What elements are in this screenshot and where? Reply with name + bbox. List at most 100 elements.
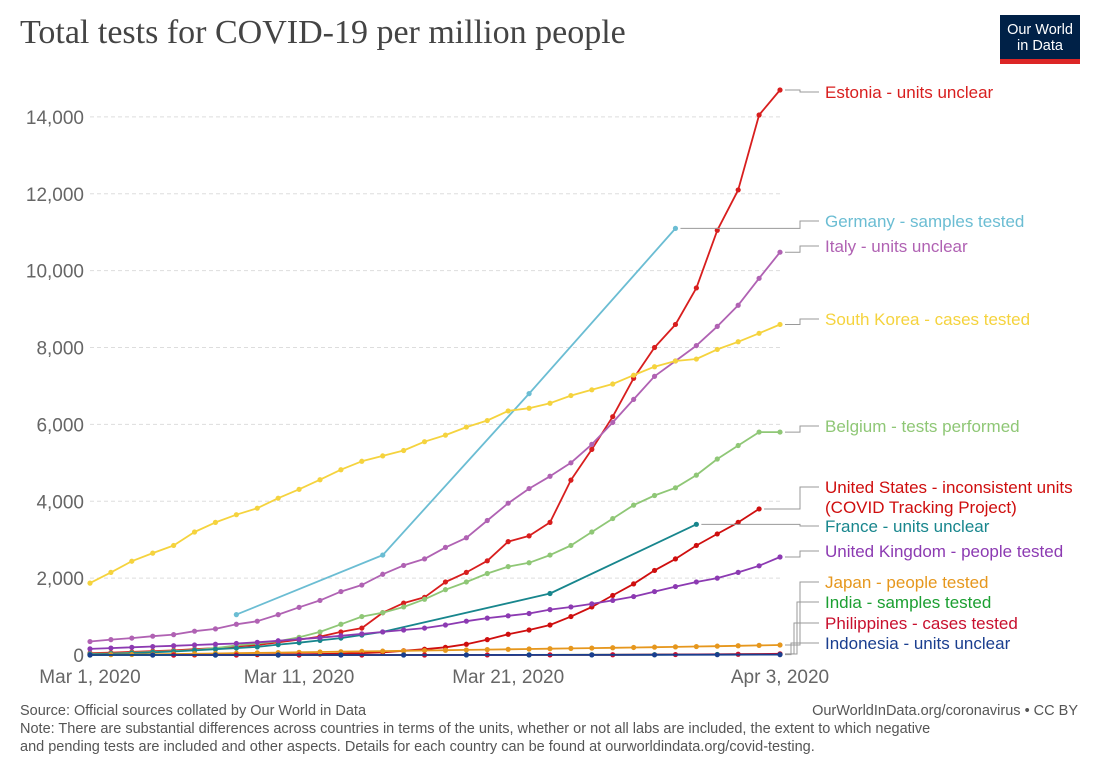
data-point xyxy=(589,652,595,658)
data-point xyxy=(505,646,511,652)
series-end-label: Japan - people tested xyxy=(825,573,989,592)
data-point xyxy=(610,381,616,387)
data-point xyxy=(401,604,407,610)
data-point xyxy=(484,615,490,621)
series-end-label: Italy - units unclear xyxy=(825,237,968,256)
data-point xyxy=(651,652,658,658)
data-point xyxy=(359,648,365,654)
data-point xyxy=(150,643,156,650)
data-point xyxy=(191,628,198,634)
data-point xyxy=(463,652,469,658)
y-tick-label: 8,000 xyxy=(36,339,84,360)
data-point xyxy=(359,631,365,637)
data-point xyxy=(777,554,783,560)
data-point xyxy=(631,581,637,587)
data-point xyxy=(756,642,762,648)
y-tick-label: 2,000 xyxy=(36,569,84,590)
chart-title: Total tests for COVID-19 per million peo… xyxy=(20,14,626,51)
data-point xyxy=(421,596,428,602)
data-point xyxy=(108,637,114,643)
data-point xyxy=(693,643,699,650)
data-point xyxy=(421,625,428,631)
series-line xyxy=(89,323,781,584)
data-point xyxy=(87,652,93,658)
data-point xyxy=(233,621,239,627)
series-4 xyxy=(87,321,783,586)
y-tick-label: 4,000 xyxy=(36,492,84,513)
data-point xyxy=(610,419,616,426)
y-tick-label: 6,000 xyxy=(36,415,84,436)
data-point xyxy=(129,635,135,641)
series-end-label: India - samples tested xyxy=(825,593,991,612)
data-point xyxy=(87,638,93,645)
data-point xyxy=(359,625,365,631)
series-end-label: Philippines - cases tested xyxy=(825,614,1018,633)
label-connector xyxy=(785,89,819,93)
data-point xyxy=(296,486,302,492)
data-point xyxy=(756,112,762,118)
data-point xyxy=(631,593,637,600)
series-2 xyxy=(233,225,679,618)
data-point xyxy=(777,429,783,435)
data-point xyxy=(505,613,511,619)
credit-link[interactable]: OurWorldInData.org/coronavirus • CC BY xyxy=(812,703,1078,719)
label-connector xyxy=(785,425,819,433)
data-point xyxy=(714,643,720,649)
label-connector xyxy=(785,581,819,646)
x-tick-label: Apr 3, 2020 xyxy=(731,667,829,688)
data-point xyxy=(401,648,407,654)
data-point xyxy=(568,392,574,399)
data-point xyxy=(275,642,281,648)
y-tick-label: 0 xyxy=(73,646,84,667)
data-point xyxy=(631,644,637,651)
data-point xyxy=(317,635,323,641)
series-line xyxy=(236,227,677,616)
data-point xyxy=(484,558,490,564)
data-point xyxy=(338,629,344,635)
data-point xyxy=(233,640,239,647)
owid-logo[interactable]: Our World in Data xyxy=(1000,15,1080,64)
data-point xyxy=(735,442,741,449)
data-point xyxy=(505,631,511,637)
data-point xyxy=(380,552,386,558)
series-5 xyxy=(87,429,783,657)
data-point xyxy=(526,405,532,411)
data-point xyxy=(610,592,616,599)
data-point xyxy=(651,588,658,595)
series-line xyxy=(89,89,781,654)
data-point xyxy=(693,342,699,349)
data-point xyxy=(108,645,114,651)
data-point xyxy=(505,408,511,414)
data-point xyxy=(756,330,762,336)
data-point xyxy=(505,563,511,570)
data-point xyxy=(714,531,720,537)
series-end-label: South Korea - cases tested xyxy=(825,310,1030,329)
label-connector xyxy=(785,601,819,655)
data-point xyxy=(484,637,490,643)
data-point xyxy=(150,633,156,639)
data-point xyxy=(359,613,365,620)
data-point xyxy=(651,344,658,351)
data-point xyxy=(338,652,344,658)
source-note: Source: Official sources collated by Our… xyxy=(20,703,367,719)
data-point xyxy=(463,641,469,647)
series-line xyxy=(89,644,781,656)
data-point xyxy=(317,597,323,604)
data-point xyxy=(254,639,260,645)
data-point xyxy=(129,644,135,650)
data-point xyxy=(589,387,595,393)
data-point xyxy=(526,652,532,658)
series-8 xyxy=(87,554,783,652)
data-point xyxy=(212,652,219,658)
label-connector xyxy=(680,220,819,229)
data-point xyxy=(505,500,511,506)
data-point xyxy=(296,604,302,610)
data-point xyxy=(777,642,783,648)
data-point xyxy=(275,495,281,501)
data-point xyxy=(568,604,574,610)
data-point xyxy=(275,652,281,658)
data-point xyxy=(672,321,679,328)
data-point xyxy=(631,502,637,508)
data-point xyxy=(735,187,741,193)
data-point xyxy=(484,647,490,653)
